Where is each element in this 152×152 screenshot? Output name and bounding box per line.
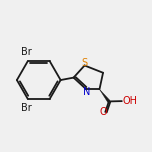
Text: O: O <box>99 107 107 117</box>
Text: N: N <box>83 86 90 97</box>
Text: OH: OH <box>122 96 137 106</box>
Polygon shape <box>99 89 110 102</box>
Text: Br: Br <box>21 47 32 57</box>
Text: S: S <box>81 58 88 68</box>
Text: Br: Br <box>21 103 32 113</box>
